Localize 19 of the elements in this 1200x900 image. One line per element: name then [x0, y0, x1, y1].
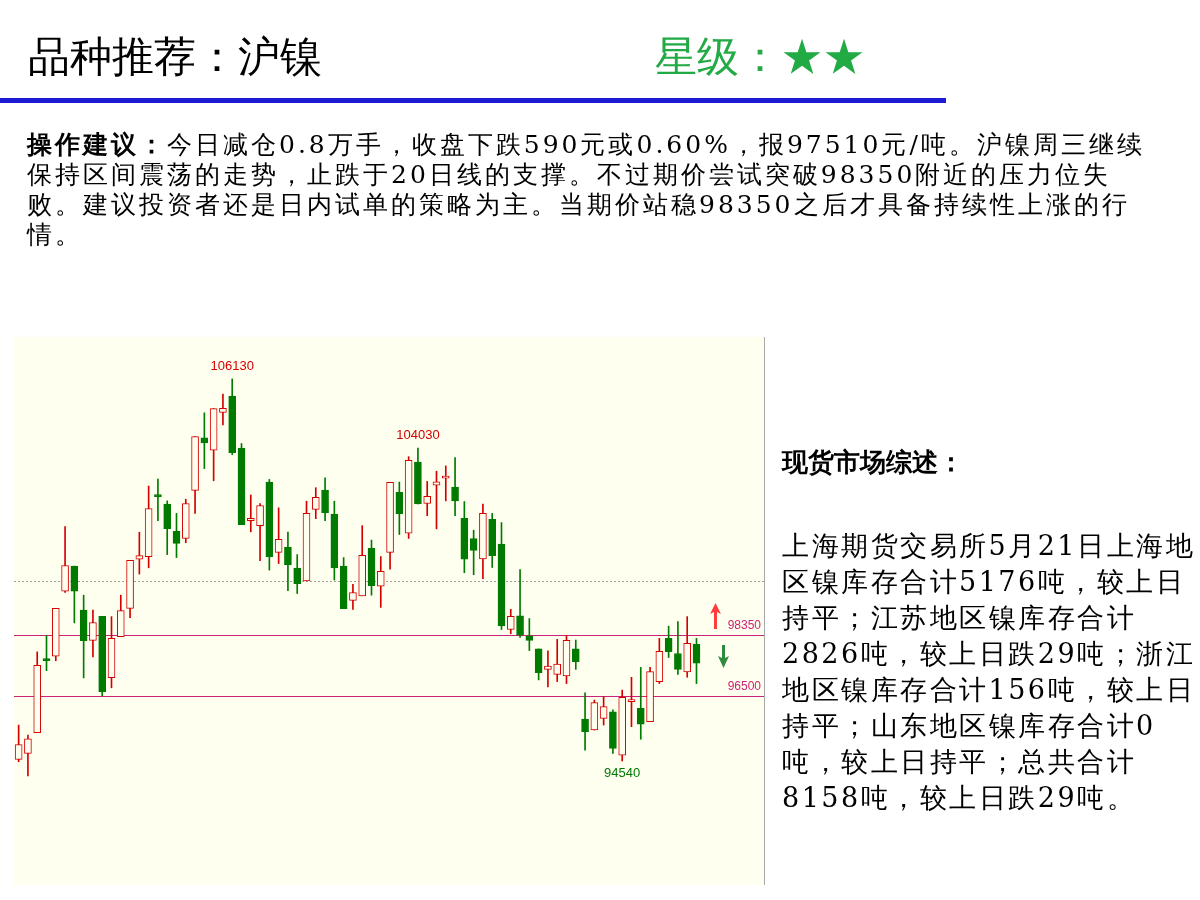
ref-line-label: 96500 [727, 678, 762, 693]
candlestick [423, 481, 432, 517]
candlestick [246, 494, 255, 533]
chart-title: 品种推荐：沪镍 [28, 32, 322, 82]
annotation: 104030 [396, 427, 440, 443]
candlestick [451, 457, 459, 517]
candlestick [219, 393, 227, 426]
ref-line-label: 98350 [727, 617, 762, 632]
candlestick [636, 667, 645, 740]
chart-subtitle: 星级：★★ [655, 32, 865, 82]
annotation: 106130 [210, 357, 254, 373]
candlestick [553, 639, 562, 682]
candlestick [544, 650, 552, 688]
candlestick [154, 478, 162, 521]
text: 现货市场综述： [782, 446, 965, 479]
candlestick [581, 692, 589, 751]
annotation: 94540 [604, 765, 641, 781]
text: 上海期货交易所5月21日上海地区镍库存合计5176吨，较上日持平；江苏地区镍库存合计2826吨，较上日跌29吨；浙江地区镍库存合计156吨，较上日持平；山东地区镍库存合计0吨，较上日持平；总共合计8158吨，较上日跌29吨。 [782, 529, 1196, 815]
text: 操作建议：今日减仓0.8万手，收盘下跌590元或0.60%，报97510元/吨。沪镍周三继续保持区间震荡的走势，止跌于20日线的支撑。不过期价尝试突破98350附近的压力位失败。建议投资者还是日内试单的策略为主。当期价站稳98350之后才具备持续性上涨的行情。 [27, 130, 1145, 249]
